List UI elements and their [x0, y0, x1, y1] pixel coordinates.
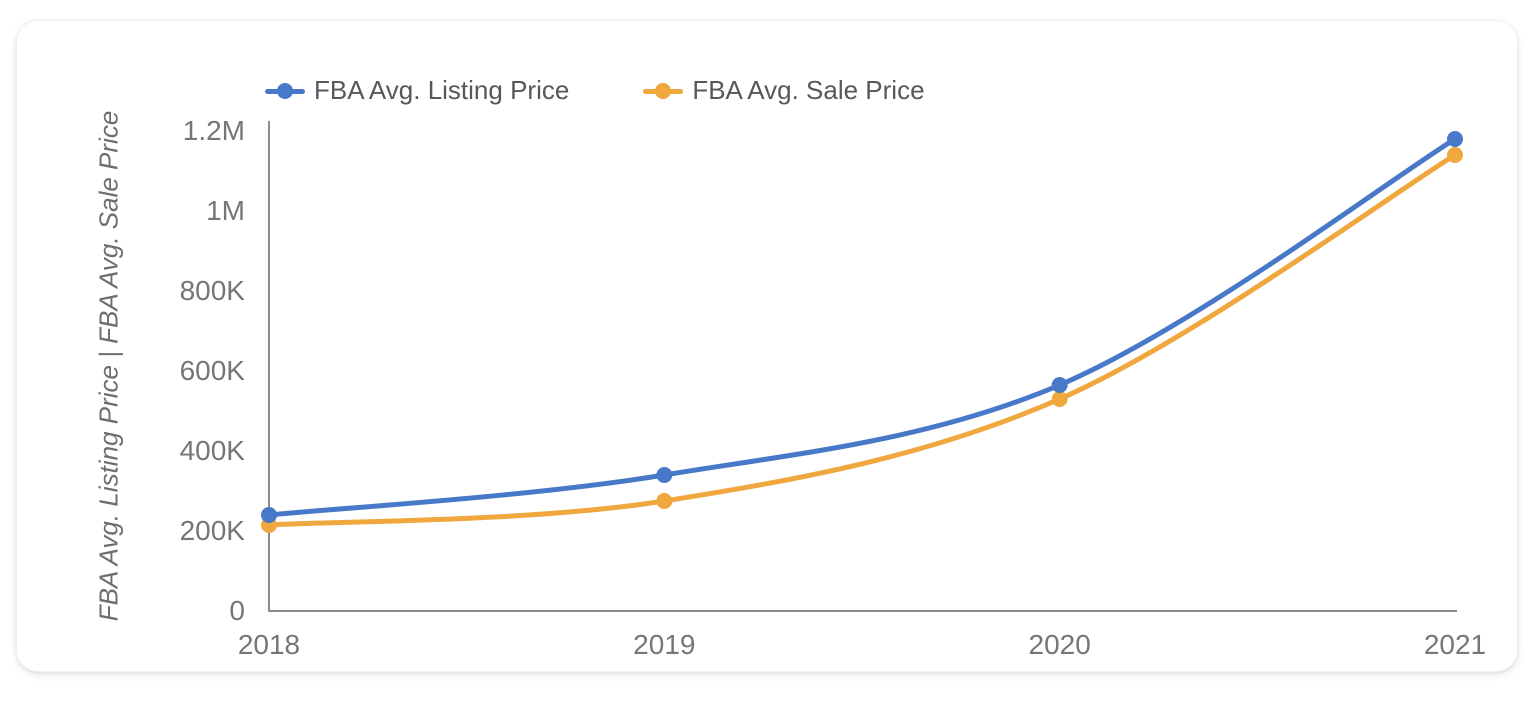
legend-label-sale-price: FBA Avg. Sale Price	[692, 75, 925, 105]
data-point-fba-avg-sale-price-2020[interactable]	[1051, 391, 1068, 407]
x-tick-label-2020: 2020	[1028, 629, 1091, 660]
data-point-fba-avg-sale-price-2019[interactable]	[656, 493, 673, 509]
y-axis-title: FBA Avg. Listing Price | FBA Avg. Sale P…	[93, 110, 124, 622]
y-tick-label-1M: 1M	[206, 195, 245, 226]
chart-legend: FBA Avg. Listing Price FBA Avg. Sale Pri…	[265, 75, 925, 106]
sale-price-line-dot-icon	[643, 82, 684, 100]
legend-label-listing-price: FBA Avg. Listing Price	[314, 75, 570, 105]
listing-price-line-dot-icon	[265, 82, 305, 100]
x-tick-label-2018: 2018	[237, 629, 301, 660]
legend-item-fba-avg-listing-price[interactable]: FBA Avg. Listing Price	[265, 75, 569, 106]
y-tick-label-1.2M: 1.2M	[182, 115, 245, 146]
y-tick-label-600K: 600K	[179, 355, 245, 386]
data-point-fba-avg-listing-price-2019[interactable]	[656, 467, 673, 483]
page-background: FBA Avg. Listing Price FBA Avg. Sale Pri…	[16, 20, 1518, 672]
chart-canvas	[261, 121, 1463, 612]
chart-axes	[268, 121, 1457, 612]
chart-card: FBA Avg. Listing Price FBA Avg. Sale Pri…	[16, 20, 1518, 672]
x-tick-label-2019: 2019	[633, 629, 696, 660]
x-tick-label-2021: 2021	[1423, 629, 1487, 660]
series-line-fba-avg-listing-price[interactable]	[266, 136, 1458, 518]
y-tick-label-0: 0	[229, 595, 245, 626]
y-tick-label-200K: 200K	[179, 515, 245, 546]
data-point-fba-avg-sale-price-2021[interactable]	[1447, 147, 1463, 163]
series-line-fba-avg-sale-price[interactable]	[266, 152, 1458, 528]
data-point-fba-avg-listing-price-2020[interactable]	[1051, 377, 1068, 393]
data-point-fba-avg-listing-price-2018[interactable]	[261, 507, 277, 523]
y-tick-label-800K: 800K	[179, 275, 245, 306]
legend-item-fba-avg-sale-price[interactable]: FBA Avg. Sale Price	[643, 75, 925, 106]
data-point-fba-avg-listing-price-2021[interactable]	[1447, 131, 1463, 147]
y-tick-label-400K: 400K	[179, 435, 245, 466]
